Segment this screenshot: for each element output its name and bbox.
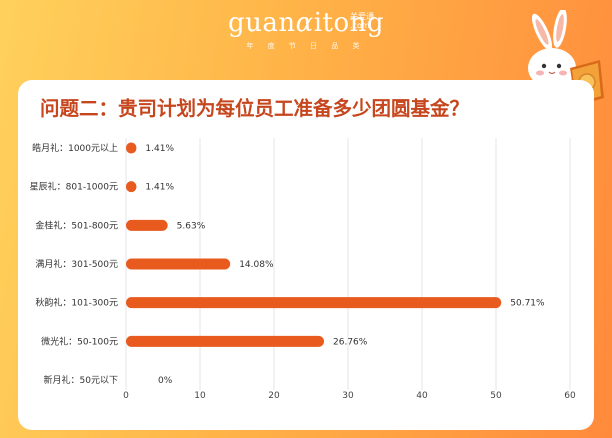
value-label: 5.63% bbox=[177, 221, 206, 231]
logo-prefix: guan bbox=[227, 8, 296, 38]
value-label: 1.41% bbox=[145, 183, 174, 193]
bar bbox=[126, 297, 502, 309]
category-label: 满月礼：301-500元 bbox=[35, 258, 118, 270]
chart-card: 问题二：贵司计划为每位员工准备多少团圆基金？ 0 10 20 30 40 50 60 皓月礼：… bbox=[18, 80, 594, 430]
x-tick-label: 50 bbox=[490, 391, 502, 401]
x-tick-label: 40 bbox=[416, 391, 428, 401]
category-label: 新月礼：50元以下 bbox=[44, 374, 118, 386]
brand-header: guanαitong 年 度 节 日 品 类 bbox=[0, 8, 612, 51]
brand-sub-com: .com bbox=[350, 21, 370, 30]
x-tick-label: 30 bbox=[342, 391, 354, 401]
x-tick-label: 0 bbox=[123, 391, 129, 401]
value-label: 0% bbox=[158, 376, 173, 386]
value-label: 26.76% bbox=[333, 337, 368, 347]
logo-alpha: α bbox=[295, 8, 314, 38]
x-tick-label: 10 bbox=[194, 391, 206, 401]
bar bbox=[126, 142, 137, 154]
category-label: 秋韵礼：101-300元 bbox=[35, 297, 118, 309]
labels: 0 10 20 30 40 50 60 皓月礼：1000元以上 1.41% 星辰礼：801-100… bbox=[30, 142, 576, 401]
bars bbox=[126, 142, 502, 347]
x-tick-label: 20 bbox=[268, 391, 280, 401]
bar bbox=[126, 181, 137, 193]
bar bbox=[126, 258, 231, 270]
bar bbox=[126, 335, 325, 347]
chart-title: 问题二：贵司计划为每位员工准备多少团圆基金？ bbox=[40, 97, 470, 120]
category-label: 星辰礼：801-1000元 bbox=[30, 181, 118, 193]
value-label: 1.41% bbox=[145, 144, 174, 154]
bar bbox=[126, 219, 168, 231]
value-label: 50.71% bbox=[510, 299, 545, 309]
brand-logo: guanαitong bbox=[0, 8, 612, 38]
logo-suffix: itong bbox=[313, 8, 384, 38]
category-label: 微光礼：50-100元 bbox=[41, 335, 118, 347]
category-label: 皓月礼：1000元以上 bbox=[32, 142, 118, 154]
x-tick-label: 60 bbox=[564, 391, 576, 401]
value-label: 14.08% bbox=[239, 260, 274, 270]
brand-sub-cn: 关爱通 bbox=[350, 12, 374, 21]
brand-slogan: 年 度 节 日 品 类 bbox=[246, 42, 366, 50]
brand-subtitle: 关爱通 .com bbox=[350, 12, 374, 30]
bar-chart: 0 10 20 30 40 50 60 皓月礼：1000元以上 1.41% 星辰礼：801-100… bbox=[30, 138, 576, 401]
category-label: 金桂礼：501-800元 bbox=[35, 219, 118, 231]
